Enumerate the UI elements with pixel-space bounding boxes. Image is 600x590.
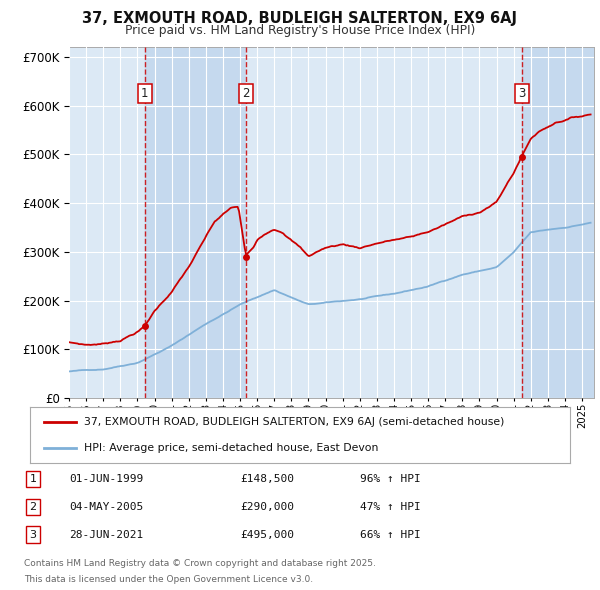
Text: 3: 3	[29, 530, 37, 539]
Text: 37, EXMOUTH ROAD, BUDLEIGH SALTERTON, EX9 6AJ: 37, EXMOUTH ROAD, BUDLEIGH SALTERTON, EX…	[83, 11, 517, 25]
Text: Contains HM Land Registry data © Crown copyright and database right 2025.: Contains HM Land Registry data © Crown c…	[24, 559, 376, 568]
Text: 3: 3	[518, 87, 526, 100]
Text: 37, EXMOUTH ROAD, BUDLEIGH SALTERTON, EX9 6AJ (semi-detached house): 37, EXMOUTH ROAD, BUDLEIGH SALTERTON, EX…	[84, 417, 505, 427]
Text: 2: 2	[242, 87, 250, 100]
Text: This data is licensed under the Open Government Licence v3.0.: This data is licensed under the Open Gov…	[24, 575, 313, 584]
Text: 04-MAY-2005: 04-MAY-2005	[69, 502, 143, 512]
Text: 96% ↑ HPI: 96% ↑ HPI	[360, 474, 421, 484]
Text: HPI: Average price, semi-detached house, East Devon: HPI: Average price, semi-detached house,…	[84, 443, 379, 453]
Bar	[522, 47, 594, 398]
Text: 01-JUN-1999: 01-JUN-1999	[69, 474, 143, 484]
Text: £148,500: £148,500	[240, 474, 294, 484]
Bar	[69, 47, 145, 398]
Text: 66% ↑ HPI: 66% ↑ HPI	[360, 530, 421, 539]
Text: 1: 1	[141, 87, 148, 100]
Bar	[246, 47, 522, 398]
Text: £290,000: £290,000	[240, 502, 294, 512]
Text: 2: 2	[29, 502, 37, 512]
Bar	[145, 47, 246, 398]
Text: 1: 1	[29, 474, 37, 484]
Text: 47% ↑ HPI: 47% ↑ HPI	[360, 502, 421, 512]
Text: Price paid vs. HM Land Registry's House Price Index (HPI): Price paid vs. HM Land Registry's House …	[125, 24, 475, 37]
Text: 28-JUN-2021: 28-JUN-2021	[69, 530, 143, 539]
Text: £495,000: £495,000	[240, 530, 294, 539]
